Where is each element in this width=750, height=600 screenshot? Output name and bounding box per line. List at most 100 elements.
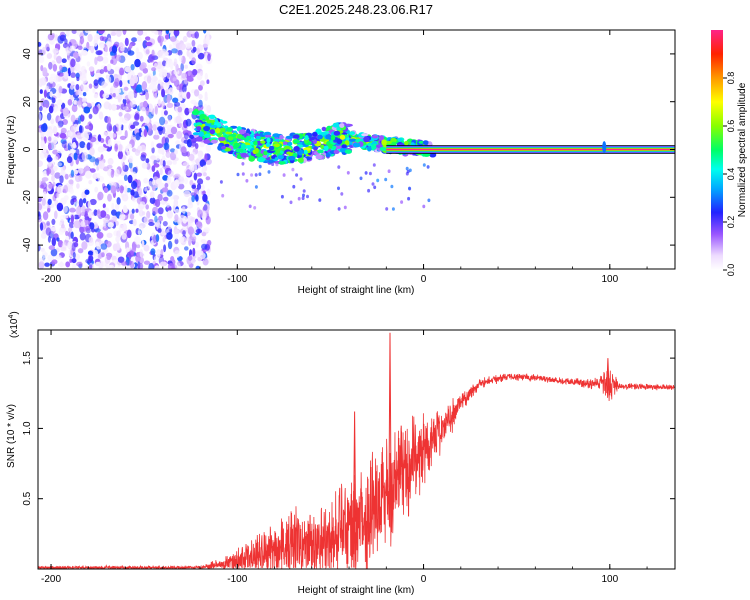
heatmap-cell bbox=[41, 205, 48, 210]
heatmap-cell bbox=[146, 75, 152, 84]
heatmap-cell bbox=[119, 80, 123, 88]
heatmap-cell bbox=[123, 174, 128, 181]
heatmap-cell bbox=[139, 115, 144, 122]
heatmap-cell bbox=[166, 232, 173, 240]
heatmap-cell bbox=[349, 131, 356, 136]
heatmap-cell bbox=[145, 41, 153, 47]
heatmap-cell bbox=[384, 177, 388, 182]
heatmap-cell bbox=[375, 144, 383, 149]
snr-x-axis: -200 -100 0 100 bbox=[41, 330, 648, 585]
heatmap-cell bbox=[84, 216, 90, 221]
heatmap-cell bbox=[98, 111, 104, 120]
heatmap-cell bbox=[99, 69, 105, 74]
heatmap-cell bbox=[119, 214, 126, 221]
heatmap-cell bbox=[385, 207, 389, 211]
heatmap-cell bbox=[38, 160, 43, 167]
heatmap-cell bbox=[106, 254, 112, 260]
heatmap-cell bbox=[81, 132, 85, 138]
heatmap-cell bbox=[88, 250, 93, 255]
heatmap-cell bbox=[178, 54, 183, 62]
heatmap-cell bbox=[206, 104, 212, 114]
heatmap-cell bbox=[154, 92, 158, 99]
heatmap-cell bbox=[127, 90, 135, 100]
heatmap-cell bbox=[273, 143, 280, 148]
heatmap-cell bbox=[400, 200, 404, 204]
heatmap-cell bbox=[62, 214, 69, 219]
heatmap-cell bbox=[81, 97, 88, 103]
heatmap-cell bbox=[115, 203, 120, 211]
heatmap-cell bbox=[92, 249, 99, 259]
heatmap-cell bbox=[359, 176, 363, 181]
heatmap-cell bbox=[157, 228, 162, 233]
heatmap-cell bbox=[182, 230, 186, 236]
heatmap-cell bbox=[128, 43, 133, 49]
heatmap-cell bbox=[318, 198, 322, 202]
heatmap-cell bbox=[155, 155, 160, 161]
heatmap-cell bbox=[67, 241, 71, 249]
heatmap-cell bbox=[224, 147, 232, 152]
heatmap-cell bbox=[170, 61, 174, 70]
heatmap-cell bbox=[106, 41, 111, 46]
heatmap-cell bbox=[42, 211, 49, 221]
heatmap-cell bbox=[194, 89, 200, 97]
heatmap-cell bbox=[427, 198, 431, 203]
heatmap-cell bbox=[179, 123, 184, 128]
heatmap-cell bbox=[163, 110, 168, 116]
snr-spike bbox=[388, 332, 392, 488]
heatmap-cell bbox=[397, 137, 403, 142]
heatmap-cell bbox=[372, 163, 376, 167]
snr-series bbox=[38, 332, 675, 569]
heatmap-cell bbox=[199, 159, 206, 168]
heatmap-cell bbox=[72, 262, 77, 269]
heatmap-cell bbox=[71, 242, 76, 252]
heatmap-cell bbox=[118, 42, 124, 48]
heatmap-cell bbox=[140, 62, 147, 69]
heatmap-cell bbox=[159, 159, 163, 166]
heatmap-cell bbox=[225, 131, 233, 135]
heatmap-cell bbox=[107, 157, 114, 166]
heatmap-cell bbox=[255, 153, 264, 158]
heatmap-cell bbox=[142, 67, 148, 74]
heatmap-cell bbox=[52, 48, 59, 54]
heatmap-cell bbox=[110, 170, 115, 178]
heatmap-cell bbox=[173, 229, 180, 234]
heatmap-cell bbox=[215, 127, 221, 134]
heatmap-cell bbox=[53, 165, 58, 172]
heatmap-cell bbox=[200, 239, 207, 244]
heatmap-cell bbox=[167, 133, 174, 139]
heatmap-cell bbox=[79, 141, 86, 149]
heatmap-cell bbox=[53, 74, 59, 84]
carrier-band bbox=[386, 149, 675, 150]
heatmap-cell bbox=[83, 106, 91, 114]
colorbar-label: Normalized spectral amplitude bbox=[737, 82, 748, 217]
heatmap-cell bbox=[154, 130, 159, 136]
heatmap-cell bbox=[145, 204, 149, 210]
heatmap-cell bbox=[67, 131, 73, 137]
heatmap-cell bbox=[93, 93, 98, 99]
heatmap-cell bbox=[109, 125, 113, 132]
heatmap-cell bbox=[325, 152, 330, 158]
heatmap-cell bbox=[405, 166, 409, 171]
heatmap-cell bbox=[285, 135, 294, 139]
heatmap-cell bbox=[363, 136, 370, 143]
heatmap-cell bbox=[122, 30, 127, 35]
heatmap-cell bbox=[105, 265, 113, 269]
heatmap-cell bbox=[121, 232, 127, 240]
heatmap-cell bbox=[195, 265, 201, 269]
heatmap-cell bbox=[197, 150, 204, 158]
heatmap-cell bbox=[254, 147, 259, 154]
heatmap-cell bbox=[38, 213, 42, 220]
heatmap-cell bbox=[217, 145, 224, 151]
heatmap-cell bbox=[106, 63, 112, 71]
heatmap-cell bbox=[56, 162, 63, 167]
heatmap-cell bbox=[40, 123, 48, 133]
heatmap-cell bbox=[100, 243, 108, 250]
heatmap-cell bbox=[135, 132, 141, 141]
heatmap-cell bbox=[195, 228, 203, 234]
heatmap-cell bbox=[103, 51, 109, 57]
heatmap-cell bbox=[54, 199, 59, 206]
heatmap-cell bbox=[145, 49, 150, 55]
heatmap-cell bbox=[198, 84, 203, 91]
heatmap-cell bbox=[122, 117, 128, 124]
heatmap-cell bbox=[81, 241, 88, 250]
